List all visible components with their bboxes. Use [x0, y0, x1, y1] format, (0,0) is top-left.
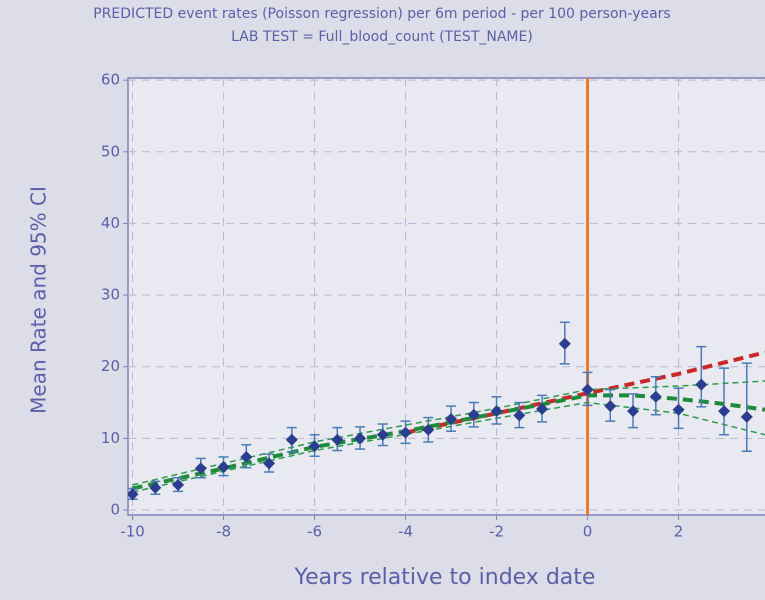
x-tick-label: 2	[674, 523, 684, 541]
x-tick-label: -10	[120, 523, 145, 541]
x-tick-label: -6	[307, 523, 322, 541]
data-point	[627, 405, 640, 418]
data-point	[354, 432, 367, 445]
data-point	[536, 402, 549, 415]
y-axis-label: Mean Rate and 95% CI	[27, 186, 51, 414]
plot-area	[127, 77, 765, 516]
data-point	[490, 405, 503, 418]
chart-subtitle: LAB TEST = Full_blood_count (TEST_NAME)	[231, 29, 533, 45]
y-tick-label: 10	[101, 429, 120, 447]
data-point	[649, 390, 662, 403]
data-point	[672, 403, 685, 416]
data-point	[308, 440, 321, 453]
data-point	[513, 409, 526, 422]
x-tick-label: -2	[489, 523, 504, 541]
data-point	[399, 426, 412, 439]
x-tick-label: -4	[398, 523, 413, 541]
data-point	[172, 478, 185, 491]
data-point	[445, 413, 458, 426]
y-tick-label: 0	[110, 500, 120, 518]
chart-title: PREDICTED event rates (Poisson regressio…	[93, 6, 670, 22]
fit-line	[132, 380, 765, 486]
x-tick-label: -8	[216, 523, 231, 541]
data-point	[240, 450, 253, 463]
data-point	[263, 457, 276, 470]
data-point	[422, 423, 435, 436]
data-point	[740, 410, 753, 423]
x-axis-label: Years relative to index date	[294, 565, 596, 590]
data-point	[128, 488, 139, 501]
fit-line	[405, 350, 765, 435]
y-tick-label: 50	[101, 142, 120, 160]
y-tick-label: 60	[101, 71, 120, 89]
data-point	[285, 433, 298, 446]
data-point	[558, 337, 571, 350]
data-point	[467, 408, 480, 421]
y-tick-label: 40	[101, 214, 120, 232]
plot-content	[128, 78, 765, 515]
data-point	[194, 462, 207, 475]
data-point	[581, 383, 594, 396]
y-tick-label: 30	[101, 286, 120, 304]
fit-line	[132, 401, 765, 493]
y-tick-label: 20	[101, 357, 120, 375]
data-point	[604, 400, 617, 413]
data-point	[376, 428, 389, 441]
data-point	[217, 461, 230, 474]
data-point	[149, 481, 162, 494]
data-point	[695, 378, 708, 391]
data-point	[718, 405, 731, 418]
data-point	[331, 433, 344, 446]
x-tick-label: 0	[583, 523, 593, 541]
